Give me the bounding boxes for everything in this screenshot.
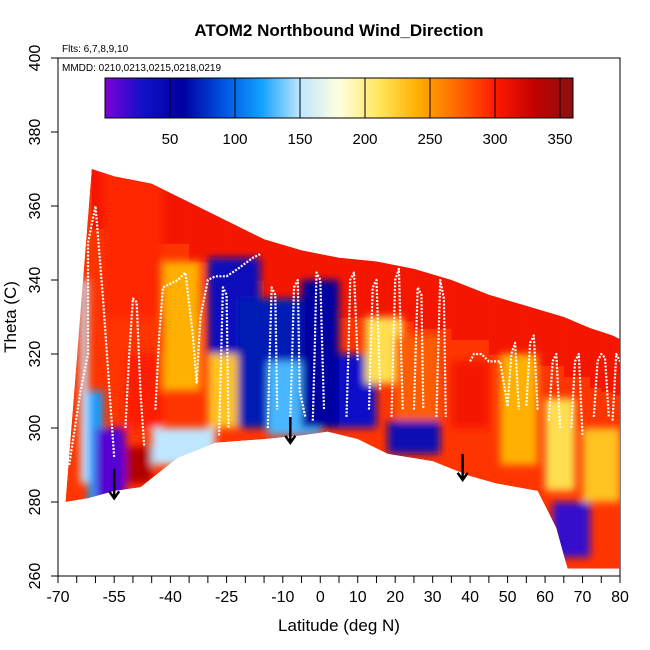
- upper-band: [189, 202, 227, 263]
- x-tick-label: 0: [316, 589, 325, 606]
- tropopause-line: [266, 286, 279, 429]
- upper-band: [413, 268, 452, 329]
- colorbar-tick-label: 100: [222, 131, 247, 148]
- colorbar-tick-label: 250: [417, 131, 442, 148]
- tropopause-line: [611, 352, 620, 421]
- plot-area: [65, 169, 620, 569]
- x-tick-label: 80: [611, 589, 629, 606]
- arrow-head: [284, 435, 297, 445]
- y-tick-label: 360: [27, 193, 44, 220]
- x-tick-label: 50: [499, 589, 517, 606]
- x-tick-label: 30: [424, 589, 442, 606]
- x-tick-label: 10: [349, 589, 367, 606]
- wind-direction-field: [65, 169, 620, 569]
- field-cell: [102, 169, 163, 317]
- field-cell: [151, 428, 216, 465]
- colorbar-gradient: [104, 77, 574, 119]
- colorbar-tick-label: 300: [482, 131, 507, 148]
- upper-band: [488, 294, 527, 355]
- colorbar-tick-label: 150: [287, 131, 312, 148]
- y-axis: 260 280 300 320 340 360 380 400: [27, 45, 58, 590]
- tropopause-line: [311, 271, 326, 421]
- field-cell: [95, 428, 126, 502]
- x-axis-label: Latitude (deg N): [278, 616, 400, 635]
- x-tick-label: 60: [536, 589, 554, 606]
- x-tick-label: -25: [215, 589, 238, 606]
- arrows: [108, 416, 469, 501]
- tropopause-line: [289, 278, 307, 418]
- x-tick-label: -10: [271, 589, 294, 606]
- tropopause-line: [218, 286, 230, 436]
- tropopause-line: [525, 334, 539, 410]
- y-tick-label: 380: [27, 119, 44, 146]
- x-tick-label: -70: [46, 589, 69, 606]
- arrow-head: [456, 472, 469, 482]
- x-tick-label: -40: [159, 589, 182, 606]
- upper-band: [339, 257, 377, 318]
- colorbar: 50 100 150 200 250 300 350: [104, 77, 574, 148]
- tropopause-line: [592, 352, 610, 417]
- chart-title: ATOM2 Northbound Wind_Direction: [194, 21, 483, 40]
- arrow-head: [108, 490, 121, 501]
- colorbar-tick-label: 350: [547, 131, 572, 148]
- colorbar-tick-label: 50: [162, 131, 179, 148]
- tropopause-line: [412, 286, 425, 410]
- field-cell: [301, 280, 339, 428]
- x-tick-label: 40: [461, 589, 479, 606]
- upper-band: [612, 335, 620, 396]
- x-tick-label: 70: [574, 589, 592, 606]
- upper-band: [264, 239, 302, 300]
- field-cell: [500, 354, 538, 465]
- field-cell: [582, 428, 620, 502]
- tropopause-line: [469, 352, 509, 406]
- colorbar-ticks: 50 100 150 200 250 300 350: [162, 78, 573, 148]
- tropopause-line: [68, 204, 116, 466]
- y-tick-label: 260: [27, 563, 44, 590]
- y-tick-label: 400: [27, 45, 44, 72]
- y-tick-label: 320: [27, 341, 44, 368]
- x-tick-label: 20: [386, 589, 404, 606]
- y-axis-label: Theta (C): [1, 281, 20, 353]
- field-cell: [162, 261, 201, 391]
- upper-band: [590, 328, 602, 389]
- field-cell: [395, 335, 441, 421]
- field-cell: [387, 420, 441, 454]
- tropopause-line: [345, 271, 359, 417]
- tropopause-line: [435, 278, 447, 417]
- upper-band: [451, 280, 489, 340]
- upper-band: [376, 261, 414, 322]
- tropopause-lines: [68, 204, 620, 466]
- field-cell: [552, 502, 591, 558]
- field-cell: [451, 361, 489, 428]
- y-tick-label: 280: [27, 489, 44, 516]
- tropopause-line: [390, 267, 404, 417]
- x-tick-label: -55: [103, 589, 126, 606]
- x-axis: -70 -55 -40 -25 -10 0 10 20 30 40 50 60 70 80: [46, 575, 629, 606]
- tropopause-line: [547, 352, 562, 429]
- tropopause-line: [506, 341, 520, 410]
- colorbar-tick-label: 200: [352, 131, 377, 148]
- dates-label: MMDD: 0210,0213,0215,0218,0219: [62, 63, 221, 74]
- flights-label: Flts: 6,7,8,9,10: [62, 44, 129, 55]
- y-tick-label: 340: [27, 267, 44, 294]
- field-cell: [80, 280, 88, 484]
- upper-band: [563, 317, 591, 377]
- upper-band: [601, 331, 613, 392]
- tropopause-line: [570, 352, 584, 436]
- y-tick-label: 300: [27, 415, 44, 442]
